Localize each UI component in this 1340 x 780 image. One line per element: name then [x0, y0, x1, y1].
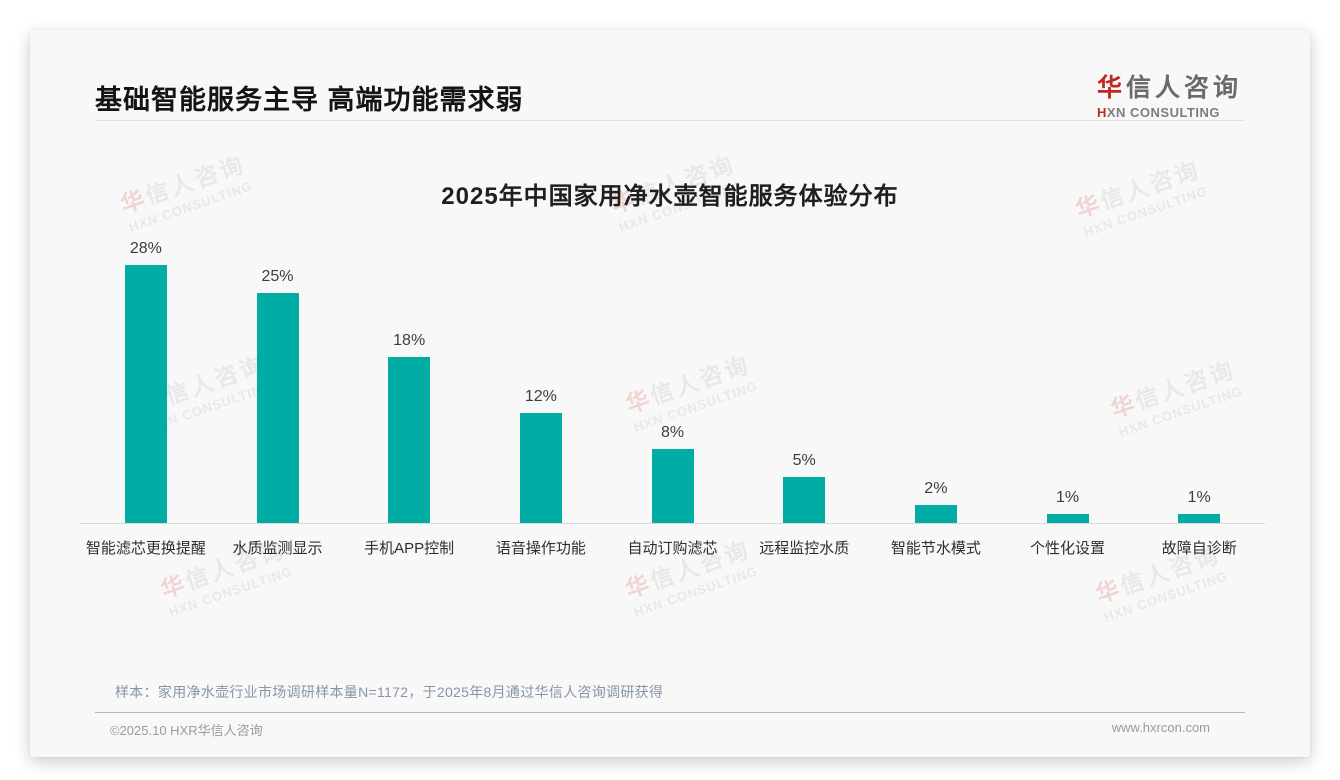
- bar: [388, 357, 431, 523]
- brand-logo-en-rest: XN CONSULTING: [1106, 105, 1221, 120]
- bar: [651, 449, 694, 523]
- sample-note: 样本：家用净水壶行业市场调研样本量N=1172，于2025年8月通过华信人咨询调…: [115, 684, 664, 700]
- footer-divider: [95, 712, 1245, 713]
- x-axis-labels: 智能滤芯更换提醒 水质监测显示 手机APP控制 语音操作功能 自动订购滤芯 远程监控水质 智…: [80, 524, 1265, 558]
- brand-logo-cn-rest: 信人咨询: [1125, 74, 1242, 102]
- bar-column: 12%: [475, 388, 607, 523]
- bar-value-label: 2%: [924, 479, 948, 497]
- x-axis-label: 个性化设置: [1030, 540, 1106, 557]
- x-axis-label: 水质监测显示: [232, 540, 323, 557]
- website-link[interactable]: www.hxrcon.com: [1111, 720, 1210, 735]
- copyright-text: ©2025.10 HXR华信人咨询: [110, 723, 263, 738]
- bar-value-label: 5%: [792, 452, 816, 469]
- x-axis-line: [80, 523, 1265, 524]
- brand-logo-cn: 华信人咨询: [1097, 68, 1242, 104]
- x-axis-label: 智能滤芯更换提醒: [85, 540, 206, 557]
- slide-card: 华信人咨询 HXN CONSULTING 华信人咨询 HXN CONSULTING 华信…: [30, 30, 1310, 757]
- bar-column: 2%: [870, 480, 1002, 523]
- header: 基础智能服务主导 高端功能需求弱 华信人咨询 HXN CONSULTING: [95, 68, 1242, 120]
- brand-logo-cn-accent: 华: [1096, 74, 1126, 102]
- bar-value-label: 1%: [1055, 488, 1080, 506]
- chart-plot-area: 28% 25% 18% 12% 8% 5% 2% 1% 1%: [80, 228, 1265, 523]
- bar: [256, 293, 299, 523]
- bar: [914, 504, 957, 523]
- bar: [783, 477, 826, 523]
- x-axis-label: 故障自诊断: [1161, 540, 1237, 557]
- bar-column: 1%: [1133, 489, 1265, 523]
- bar-value-label: 12%: [524, 387, 557, 405]
- page-title: 基础智能服务主导 高端功能需求弱: [95, 85, 524, 115]
- bar-value-label: 8%: [660, 424, 685, 442]
- bar-value-label: 18%: [393, 332, 426, 350]
- x-axis-label: 智能节水模式: [890, 540, 981, 557]
- bar-column: 1%: [1002, 489, 1134, 523]
- bar-value-label: 25%: [261, 268, 294, 285]
- bar-value-label: 1%: [1187, 488, 1211, 506]
- chart-title: 2025年中国家用净水壶智能服务体验分布: [441, 183, 899, 210]
- header-divider: [95, 120, 1245, 121]
- brand-logo: 华信人咨询 HXN CONSULTING: [1097, 68, 1242, 120]
- brand-logo-en-accent: H: [1096, 105, 1107, 120]
- bar-column: 8%: [607, 424, 739, 523]
- x-axis-label: 手机APP控制: [364, 540, 455, 557]
- bar-value-label: 28%: [129, 240, 162, 258]
- footer: ©2025.10 HXR华信人咨询 www.hxrcon.com: [110, 720, 1210, 739]
- bar-column: 5%: [738, 452, 870, 523]
- x-axis-label: 自动订购滤芯: [627, 540, 718, 557]
- bar: [1046, 513, 1089, 523]
- x-axis-label: 远程监控水质: [759, 540, 850, 557]
- bar: [124, 265, 167, 523]
- brand-logo-en: HXN CONSULTING: [1097, 105, 1242, 120]
- bar-column: 28%: [80, 240, 212, 523]
- bar: [519, 412, 562, 523]
- bar: [1178, 513, 1221, 523]
- bar-column: 25%: [212, 268, 344, 523]
- bar-chart: 28% 25% 18% 12% 8% 5% 2% 1% 1% 智能滤芯更换提醒 水质监测显示 手机A…: [80, 228, 1265, 558]
- x-axis-label: 语音操作功能: [495, 540, 586, 557]
- bar-column: 18%: [343, 332, 475, 523]
